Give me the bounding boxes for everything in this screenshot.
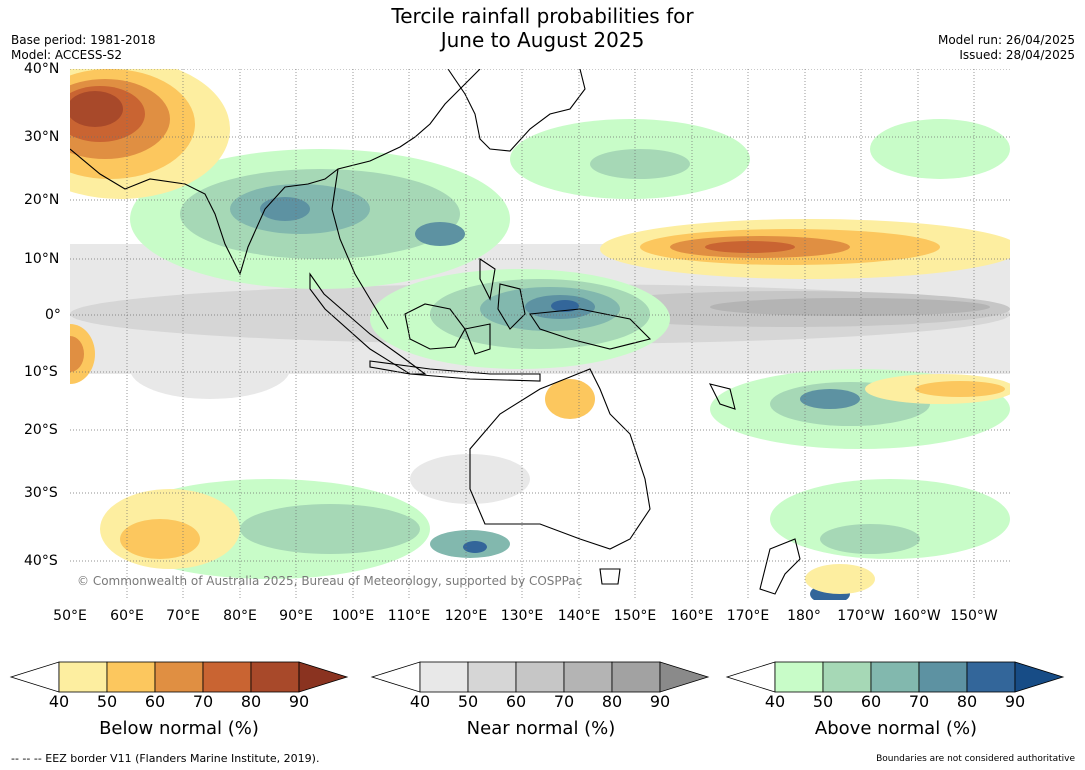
- colorbar-min-extension: [725, 661, 776, 693]
- lon-label: 80°E: [223, 608, 257, 624]
- colorbar-segment: [154, 661, 204, 693]
- above-normal-areas: [110, 119, 1010, 600]
- colorbar-segment: [918, 661, 968, 693]
- colorbar-tick-label: 60: [860, 692, 882, 711]
- lon-label: 110°E: [387, 608, 431, 624]
- lat-label: 30°N: [24, 129, 60, 145]
- colorbar-tick-label: 40: [409, 692, 431, 711]
- map-title: Tercile rainfall probabilities for June …: [0, 4, 1085, 52]
- lon-label: 60°E: [110, 608, 144, 624]
- rainfall-map[interactable]: [70, 69, 1010, 600]
- title-line-2: June to August 2025: [440, 28, 645, 52]
- graticule: [70, 69, 1010, 600]
- model-name: Model: ACCESS-S2: [11, 48, 123, 62]
- boundaries-note: Boundaries are not considered authoritat…: [876, 754, 1075, 764]
- colorbar-tick-label: 50: [96, 692, 118, 711]
- lat-label: 30°S: [24, 485, 58, 501]
- lat-label: 20°S: [24, 422, 58, 438]
- colorbar-segment: [515, 661, 565, 693]
- lon-label: 130°E: [500, 608, 544, 624]
- colorbar-min-extension: [370, 661, 421, 693]
- colorbar-legends: [9, 661, 1065, 693]
- below-normal-title: Below normal (%): [99, 718, 259, 739]
- lon-label: 100°E: [331, 608, 375, 624]
- lon-label: 170°E: [726, 608, 770, 624]
- colorbar-tick-label: 80: [240, 692, 262, 711]
- colorbar-segment: [419, 661, 469, 693]
- lon-label: 120°E: [444, 608, 488, 624]
- title-line-1: Tercile rainfall probabilities for: [391, 4, 694, 28]
- colorbar-tick-label: 50: [457, 692, 479, 711]
- lat-label: 0°: [45, 307, 61, 323]
- copyright-notice: © Commonwealth of Australia 2025, Bureau…: [77, 574, 583, 588]
- colorbar-min-extension: [9, 661, 60, 693]
- issued-date: Issued: 28/04/2025: [959, 48, 1075, 62]
- colorbar-segment: [966, 661, 1016, 693]
- meta-right: Model run: 26/04/2025 Issued: 28/04/2025: [938, 33, 1075, 63]
- colorbar-below-normal: [9, 661, 349, 693]
- above-normal-title: Above normal (%): [814, 718, 978, 739]
- model-run: Model run: 26/04/2025: [937, 33, 1075, 47]
- colorbar-tick-label: 90: [649, 692, 671, 711]
- colorbar-tick-label: 80: [956, 692, 978, 711]
- lon-label: 160°E: [670, 608, 714, 624]
- colorbar-tick-label: 60: [144, 692, 166, 711]
- colorbar-above-normal: [725, 661, 1065, 693]
- lat-label: 40°N: [24, 61, 60, 77]
- map-canvas: [70, 69, 1010, 600]
- lon-label: 160°W: [893, 608, 941, 624]
- meta-left: Base period: 1981-2018 Model: ACCESS-S2: [11, 33, 156, 63]
- lon-label: 90°E: [279, 608, 313, 624]
- colorbar-segment: [202, 661, 252, 693]
- coastlines: [70, 69, 801, 595]
- lon-label: 150°E: [613, 608, 657, 624]
- lat-label: 10°N: [24, 251, 60, 267]
- colorbar-tick-label: 70: [192, 692, 214, 711]
- colorbar-tick-label: 90: [1004, 692, 1026, 711]
- colorbar-tick-label: 70: [908, 692, 930, 711]
- colorbar-max-extension: [1014, 661, 1065, 693]
- lat-label: 10°S: [24, 364, 58, 380]
- lat-label: 20°N: [24, 192, 60, 208]
- lat-label: 40°S: [24, 553, 58, 569]
- lon-label: 70°E: [166, 608, 200, 624]
- colorbar-segment: [58, 661, 108, 693]
- colorbar-tick-label: 80: [601, 692, 623, 711]
- colorbar-segment: [250, 661, 300, 693]
- colorbar-near-normal: [370, 661, 710, 693]
- colorbar-tick-label: 90: [288, 692, 310, 711]
- colorbar-tick-label: 40: [764, 692, 786, 711]
- lon-label: 170°W: [837, 608, 885, 624]
- colorbar-segment: [870, 661, 920, 693]
- eez-border-note: -- -- -- EEZ border V11 (Flanders Marine…: [11, 752, 320, 765]
- colorbar-tick-label: 60: [505, 692, 527, 711]
- near-normal-title: Near normal (%): [466, 718, 616, 739]
- lon-label: 50°E: [53, 608, 87, 624]
- colorbar-segment: [822, 661, 872, 693]
- colorbar-segment: [106, 661, 156, 693]
- base-period: Base period: 1981-2018: [11, 33, 156, 47]
- colorbar-max-extension: [298, 661, 349, 693]
- colorbar-tick-label: 40: [48, 692, 70, 711]
- colorbar-max-extension: [659, 661, 710, 693]
- colorbar-segment: [611, 661, 661, 693]
- colorbar-tick-label: 50: [812, 692, 834, 711]
- lon-label: 180°: [787, 608, 821, 624]
- lon-label: 140°E: [557, 608, 601, 624]
- colorbar-segment: [774, 661, 824, 693]
- colorbar-tick-label: 70: [553, 692, 575, 711]
- colorbar-segment: [563, 661, 613, 693]
- lon-label: 150°W: [950, 608, 998, 624]
- colorbar-segment: [467, 661, 517, 693]
